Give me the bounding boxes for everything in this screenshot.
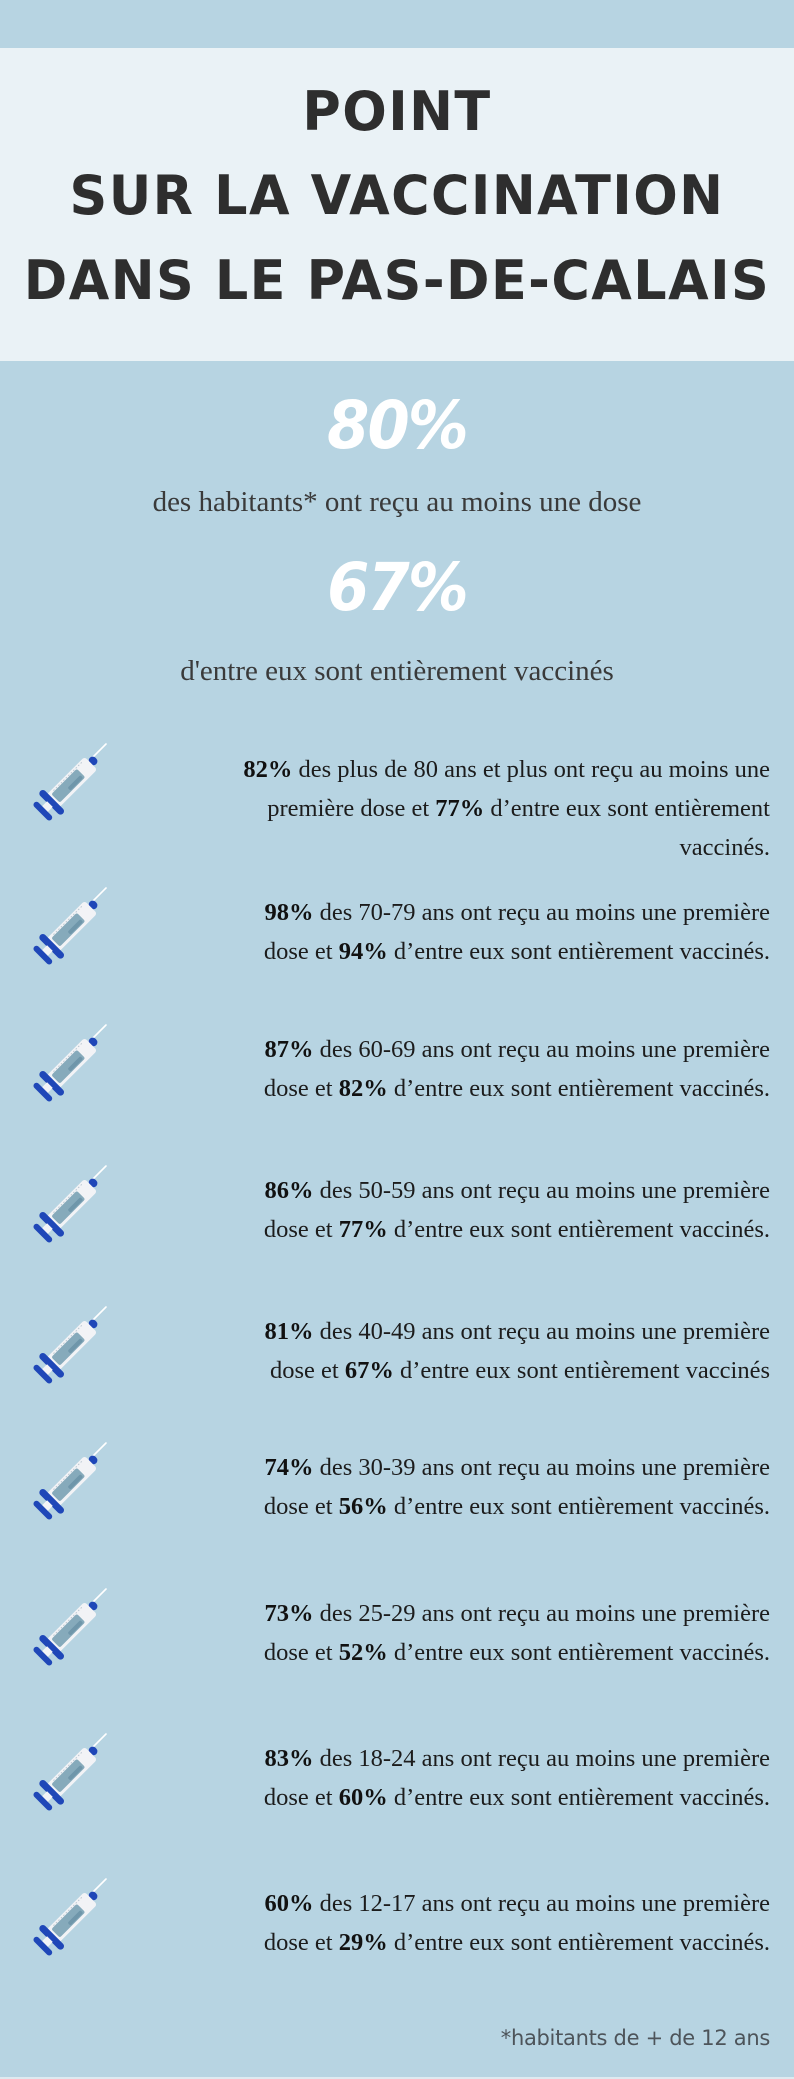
fully-vaccinated-pct: 52% xyxy=(338,1639,388,1666)
age-group-text: 82% des plus de 80 ans et plus ont reçu … xyxy=(130,750,770,867)
row-text-line-1: des 60-69 ans ont reçu au moins une prem… xyxy=(313,1036,770,1063)
fully-vaccinated-pct: 82% xyxy=(338,1075,388,1102)
title-banner xyxy=(0,48,794,361)
row-text-line-2-end: d’entre eux sont entièrement vaccinés. xyxy=(387,1929,770,1956)
page-title-line-1: POINT xyxy=(302,80,492,143)
row-text-line-2-start: dose et xyxy=(263,938,339,965)
page-title-line-2: SUR LA VACCINATION xyxy=(69,164,725,227)
first-dose-pct: 86% xyxy=(264,1177,314,1204)
row-text-line-1: des 18-24 ans ont reçu au moins une prem… xyxy=(313,1745,770,1772)
first-dose-caption: des habitants* ont reçu au moins une dos… xyxy=(152,486,642,518)
row-text-line-2-start: dose et xyxy=(269,1357,345,1384)
row-text-line-2-start: dose et xyxy=(263,1493,339,1520)
fully-vaccinated-pct: 77% xyxy=(435,795,485,822)
syringe-icon xyxy=(28,1733,108,1816)
fully-vaccinated-pct: 94% xyxy=(338,938,388,965)
age-group-text: 83% des 18-24 ans ont reçu au moins une … xyxy=(130,1739,770,1817)
row-text-line-2-start: dose et xyxy=(263,1216,339,1243)
row-text-line-2-end: d’entre eux sont entièrement vaccinés. xyxy=(387,1639,770,1666)
fully-vaccinated-pct: 56% xyxy=(338,1493,388,1520)
row-text-line-2-start: première dose et xyxy=(267,795,436,822)
first-dose-pct: 81% xyxy=(264,1318,314,1345)
first-dose-pct: 74% xyxy=(264,1454,314,1481)
row-text-line-2-end: d’entre eux sont entièrement vaccinés. xyxy=(387,1493,770,1520)
age-group-text: 60% des 12-17 ans ont reçu au moins une … xyxy=(130,1884,770,1962)
row-text-line-1: des 30-39 ans ont reçu au moins une prem… xyxy=(313,1454,770,1481)
bottom-border xyxy=(0,2077,794,2079)
first-dose-pct: 73% xyxy=(264,1600,314,1627)
row-text-line-2-end: d’entre eux sont entièrement vaccinés xyxy=(393,1357,770,1384)
row-text-line-1: des 40-49 ans ont reçu au moins une prem… xyxy=(313,1318,770,1345)
age-group-text: 86% des 50-59 ans ont reçu au moins une … xyxy=(130,1171,770,1249)
row-text-line-1: des 50-59 ans ont reçu au moins une prem… xyxy=(313,1177,770,1204)
syringe-icon xyxy=(28,1024,108,1107)
syringe-icon xyxy=(28,743,108,826)
row-text-line-2-start: dose et xyxy=(263,1784,339,1811)
fully-vaccinated-pct: 60% xyxy=(338,1784,388,1811)
syringe-icon xyxy=(28,1878,108,1961)
row-text-line-2-start: dose et xyxy=(263,1929,339,1956)
syringe-icon xyxy=(28,1588,108,1671)
first-dose-percentage: 80% xyxy=(327,387,469,464)
row-text-line-2-end: d’entre eux sont entièrement vaccinés. xyxy=(387,1075,770,1102)
row-text-line-2-end: d’entre eux sont entièrement vaccinés. xyxy=(387,1784,770,1811)
row-text-line-2-start: dose et xyxy=(263,1075,339,1102)
row-text-line-1: des plus de 80 ans et plus ont reçu au m… xyxy=(292,756,770,783)
fully-vaccinated-pct: 29% xyxy=(338,1929,388,1956)
row-text-line-2-end: d’entre eux sont entièrement xyxy=(484,795,770,822)
age-group-text: 73% des 25-29 ans ont reçu au moins une … xyxy=(130,1594,770,1672)
row-text-line-2-start: dose et xyxy=(263,1639,339,1666)
row-text-line-1: des 12-17 ans ont reçu au moins une prem… xyxy=(313,1890,770,1917)
syringe-icon xyxy=(28,1306,108,1389)
syringe-icon xyxy=(28,1165,108,1248)
row-text-line-1: des 25-29 ans ont reçu au moins une prem… xyxy=(313,1600,770,1627)
fully-vaccinated-percentage: 67% xyxy=(327,549,469,626)
age-group-text: 98% des 70-79 ans ont reçu au moins une … xyxy=(130,893,770,971)
syringe-icon xyxy=(28,887,108,970)
first-dose-pct: 83% xyxy=(264,1745,314,1772)
page-title-line-3: DANS LE PAS-DE-CALAIS xyxy=(23,249,771,312)
age-group-text: 81% des 40-49 ans ont reçu au moins une … xyxy=(130,1312,770,1390)
age-group-text: 87% des 60-69 ans ont reçu au moins une … xyxy=(130,1030,770,1108)
row-text-line-2-end: d’entre eux sont entièrement vaccinés. xyxy=(387,1216,770,1243)
fully-vaccinated-pct: 67% xyxy=(344,1357,394,1384)
first-dose-pct: 87% xyxy=(264,1036,314,1063)
fully-vaccinated-pct: 77% xyxy=(338,1216,388,1243)
footnote: *habitants de + de 12 ans xyxy=(500,2026,771,2050)
syringe-icon xyxy=(28,1442,108,1525)
first-dose-pct: 98% xyxy=(264,899,314,926)
first-dose-pct: 82% xyxy=(243,756,293,783)
row-text-line-2-end: d’entre eux sont entièrement vaccinés. xyxy=(387,938,770,965)
fully-vaccinated-caption: d'entre eux sont entièrement vaccinés xyxy=(180,655,614,687)
row-text-line-3: vaccinés. xyxy=(679,834,770,861)
row-text-line-1: des 70-79 ans ont reçu au moins une prem… xyxy=(313,899,770,926)
age-group-text: 74% des 30-39 ans ont reçu au moins une … xyxy=(130,1448,770,1526)
first-dose-pct: 60% xyxy=(264,1890,314,1917)
